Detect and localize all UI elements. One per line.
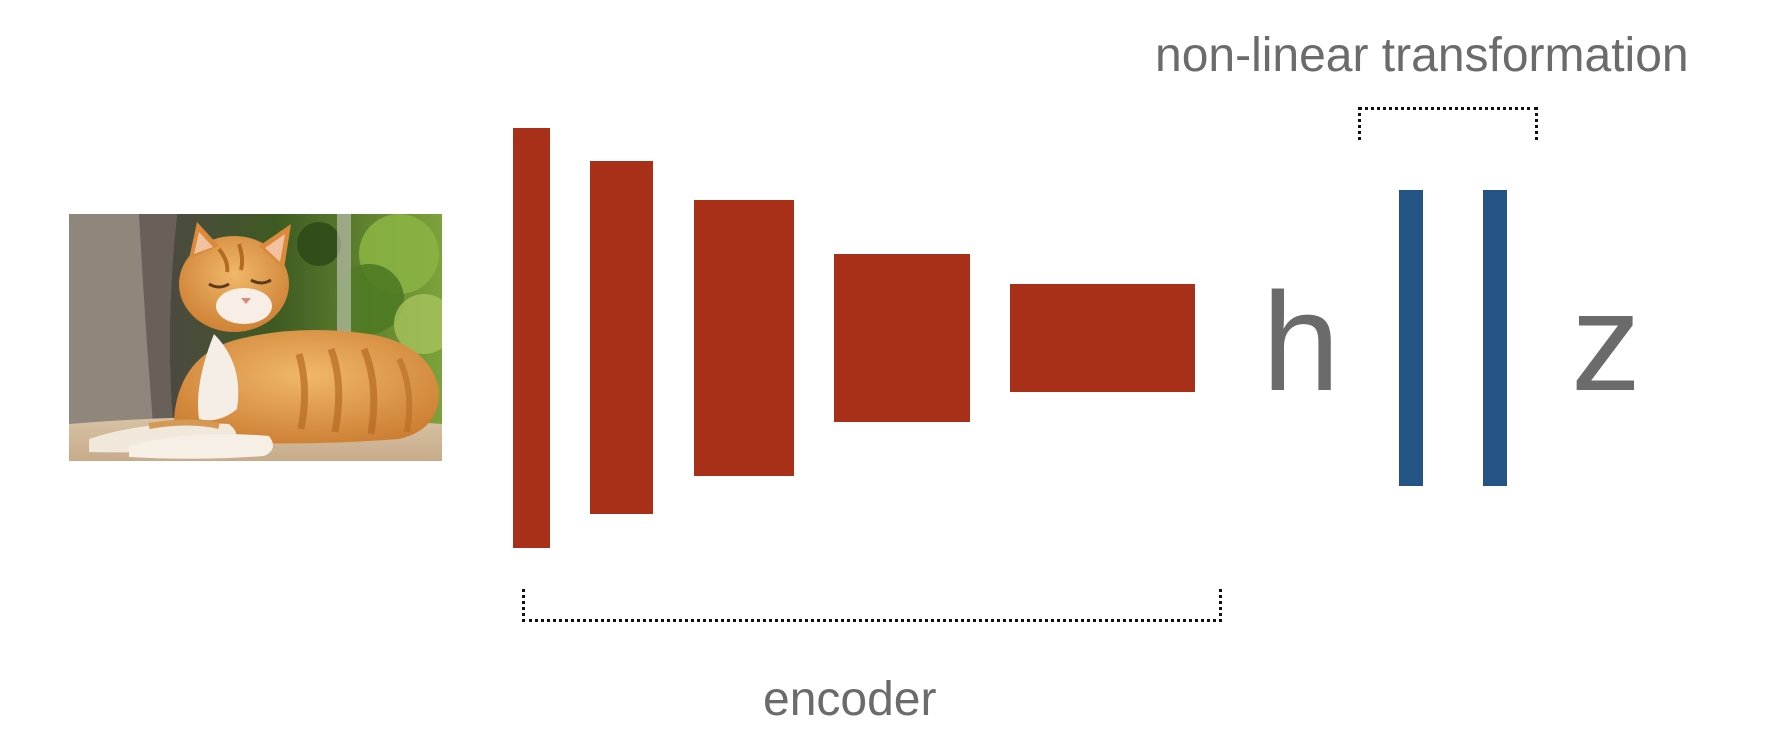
output-z-label: z [1571,263,1641,420]
projection-layer-2 [1483,190,1507,486]
encoder-layer-1 [513,128,550,548]
encoder-bracket [522,589,1222,622]
encoder-layer-2 [590,161,653,514]
encoder-label: encoder [763,673,937,726]
projection-layer-1 [1399,190,1423,486]
projection-bracket [1358,107,1538,140]
encoder-layer-4 [834,254,970,422]
non-linear-transformation-label: non-linear transformation [1155,29,1689,82]
encoder-layer-3 [694,200,794,476]
encoder-layer-5 [1010,284,1195,392]
input-cat-image [69,214,442,461]
representation-h-label: h [1262,263,1340,420]
